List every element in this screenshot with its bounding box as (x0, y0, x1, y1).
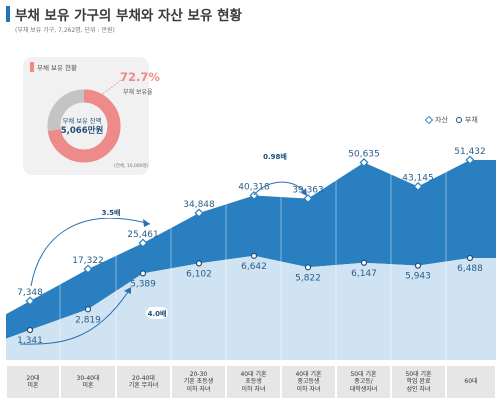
asset-point-9 (465, 155, 475, 165)
debt-point-4 (195, 260, 203, 267)
debt-point-8 (414, 262, 422, 269)
asset-point-5 (249, 191, 259, 201)
ratio-35-badge (100, 206, 122, 218)
asset-point-2 (83, 264, 93, 274)
debt-value-label-2: 2,819 (75, 315, 101, 325)
asset-value-label-6: 39,363 (292, 186, 324, 196)
asset-value-label-9: 51,432 (454, 147, 486, 157)
asset-growth-arrow (30, 217, 151, 287)
asset-value-label-2: 17,322 (72, 256, 104, 266)
chart-subtitle: (부채 보유 가구, 7,262명, 단위 : 만원) (15, 27, 115, 34)
percent-leader-line (99, 79, 122, 97)
debt-legend-circle-icon (455, 117, 462, 123)
debt-holding-title: 부채 보유 현황 (37, 64, 78, 72)
debt-value-label-3: 5,389 (130, 279, 156, 289)
debt-value-label-7: 6,147 (351, 269, 377, 279)
x-tick-label-8: 50대 기혼 학업 완료 성인 자녀 (392, 366, 445, 398)
debt-point-3 (139, 270, 147, 277)
debt-value-label-8: 5,943 (405, 272, 431, 282)
debt-growth-arrow (19, 288, 131, 345)
ratio-40-badge (146, 307, 168, 319)
asset-point-1 (25, 296, 35, 306)
debt-holding-percent-caption: 부채 보유율 (123, 89, 153, 96)
x-tick-label-6: 40대 기혼 중고등생 이하 자녀 (282, 366, 335, 398)
asset-value-label-3: 25,461 (127, 230, 159, 240)
debt-point-2 (84, 306, 92, 313)
debt-point-1 (26, 326, 34, 334)
chart-legend: 자산 부채 (424, 115, 478, 125)
asset-value-label-4: 34,848 (183, 200, 215, 210)
asset-point-4 (194, 208, 204, 218)
debt-value-label-4: 6,102 (186, 269, 212, 279)
debt-holding-note: (전체, 10,000명) (114, 164, 149, 169)
asset-point-7 (359, 158, 369, 168)
x-tick-label-1: 20대 미혼 (7, 366, 59, 398)
debt-balance-caption: 부채 보유 잔액 (62, 118, 102, 125)
debt-holding-tag (30, 62, 34, 72)
x-tick-label-2: 30-40대 미혼 (61, 366, 115, 398)
debt-growth-arrowhead (124, 287, 131, 294)
debt-point-7 (360, 259, 368, 266)
debt-value-label-1: 1,341 (17, 336, 43, 346)
debt-holding-percent: 72.7% (120, 70, 160, 84)
legend-debt-label: 부채 (464, 116, 478, 124)
asset-legend-diamond-icon (424, 115, 434, 125)
x-tick-label-5: 40대 기혼 초등생 이하 자녀 (227, 366, 280, 398)
ratio-098-badge (262, 150, 288, 162)
x-tick-label-3: 20-40대 기혼 무자녀 (117, 366, 170, 398)
asset-value-label-5: 40,318 (238, 183, 270, 193)
x-tick-label-7: 50대 기혼 중고등/ 대학생자녀 (337, 366, 390, 398)
ratio-40-text: 4.0배 (148, 309, 167, 318)
donut-center-label: 부채 보유 잔액 5,066만원 (49, 118, 115, 136)
debt-value-label-6: 5,822 (295, 273, 321, 283)
asset-value-label-1: 7,348 (17, 288, 43, 298)
ratio-35-text: 3.5배 (102, 208, 121, 217)
comparison-arrow (253, 181, 307, 196)
asset-growth-arrowhead (143, 219, 150, 227)
debt-point-6 (304, 264, 312, 271)
asset-area (6, 160, 496, 339)
chart-title: 부채 보유 가구의 부채와 자산 보유 현황 (15, 8, 242, 24)
asset-point-8 (413, 181, 423, 192)
debt-area (6, 255, 496, 360)
x-tick-label-9: 60대 (447, 366, 495, 398)
ratio-098-text: 0.98배 (263, 152, 287, 161)
x-tick-label-4: 20-30 기혼 초등생 이하 자녀 (172, 366, 225, 398)
asset-point-6 (303, 194, 313, 204)
legend-asset-label: 자산 (435, 116, 448, 124)
asset-value-label-8: 43,145 (402, 174, 434, 184)
debt-value-label-9: 6,488 (457, 264, 483, 274)
debt-balance-value: 5,066만원 (60, 125, 104, 136)
title-accent-bar (6, 6, 10, 22)
asset-value-label-7: 50,635 (348, 150, 380, 160)
debt-point-5 (250, 252, 258, 259)
debt-value-label-5: 6,642 (241, 262, 267, 272)
debt-point-9 (466, 254, 474, 262)
asset-point-3 (138, 238, 148, 248)
donut-held-slice (47, 89, 121, 163)
comparison-arrowhead (301, 188, 307, 196)
